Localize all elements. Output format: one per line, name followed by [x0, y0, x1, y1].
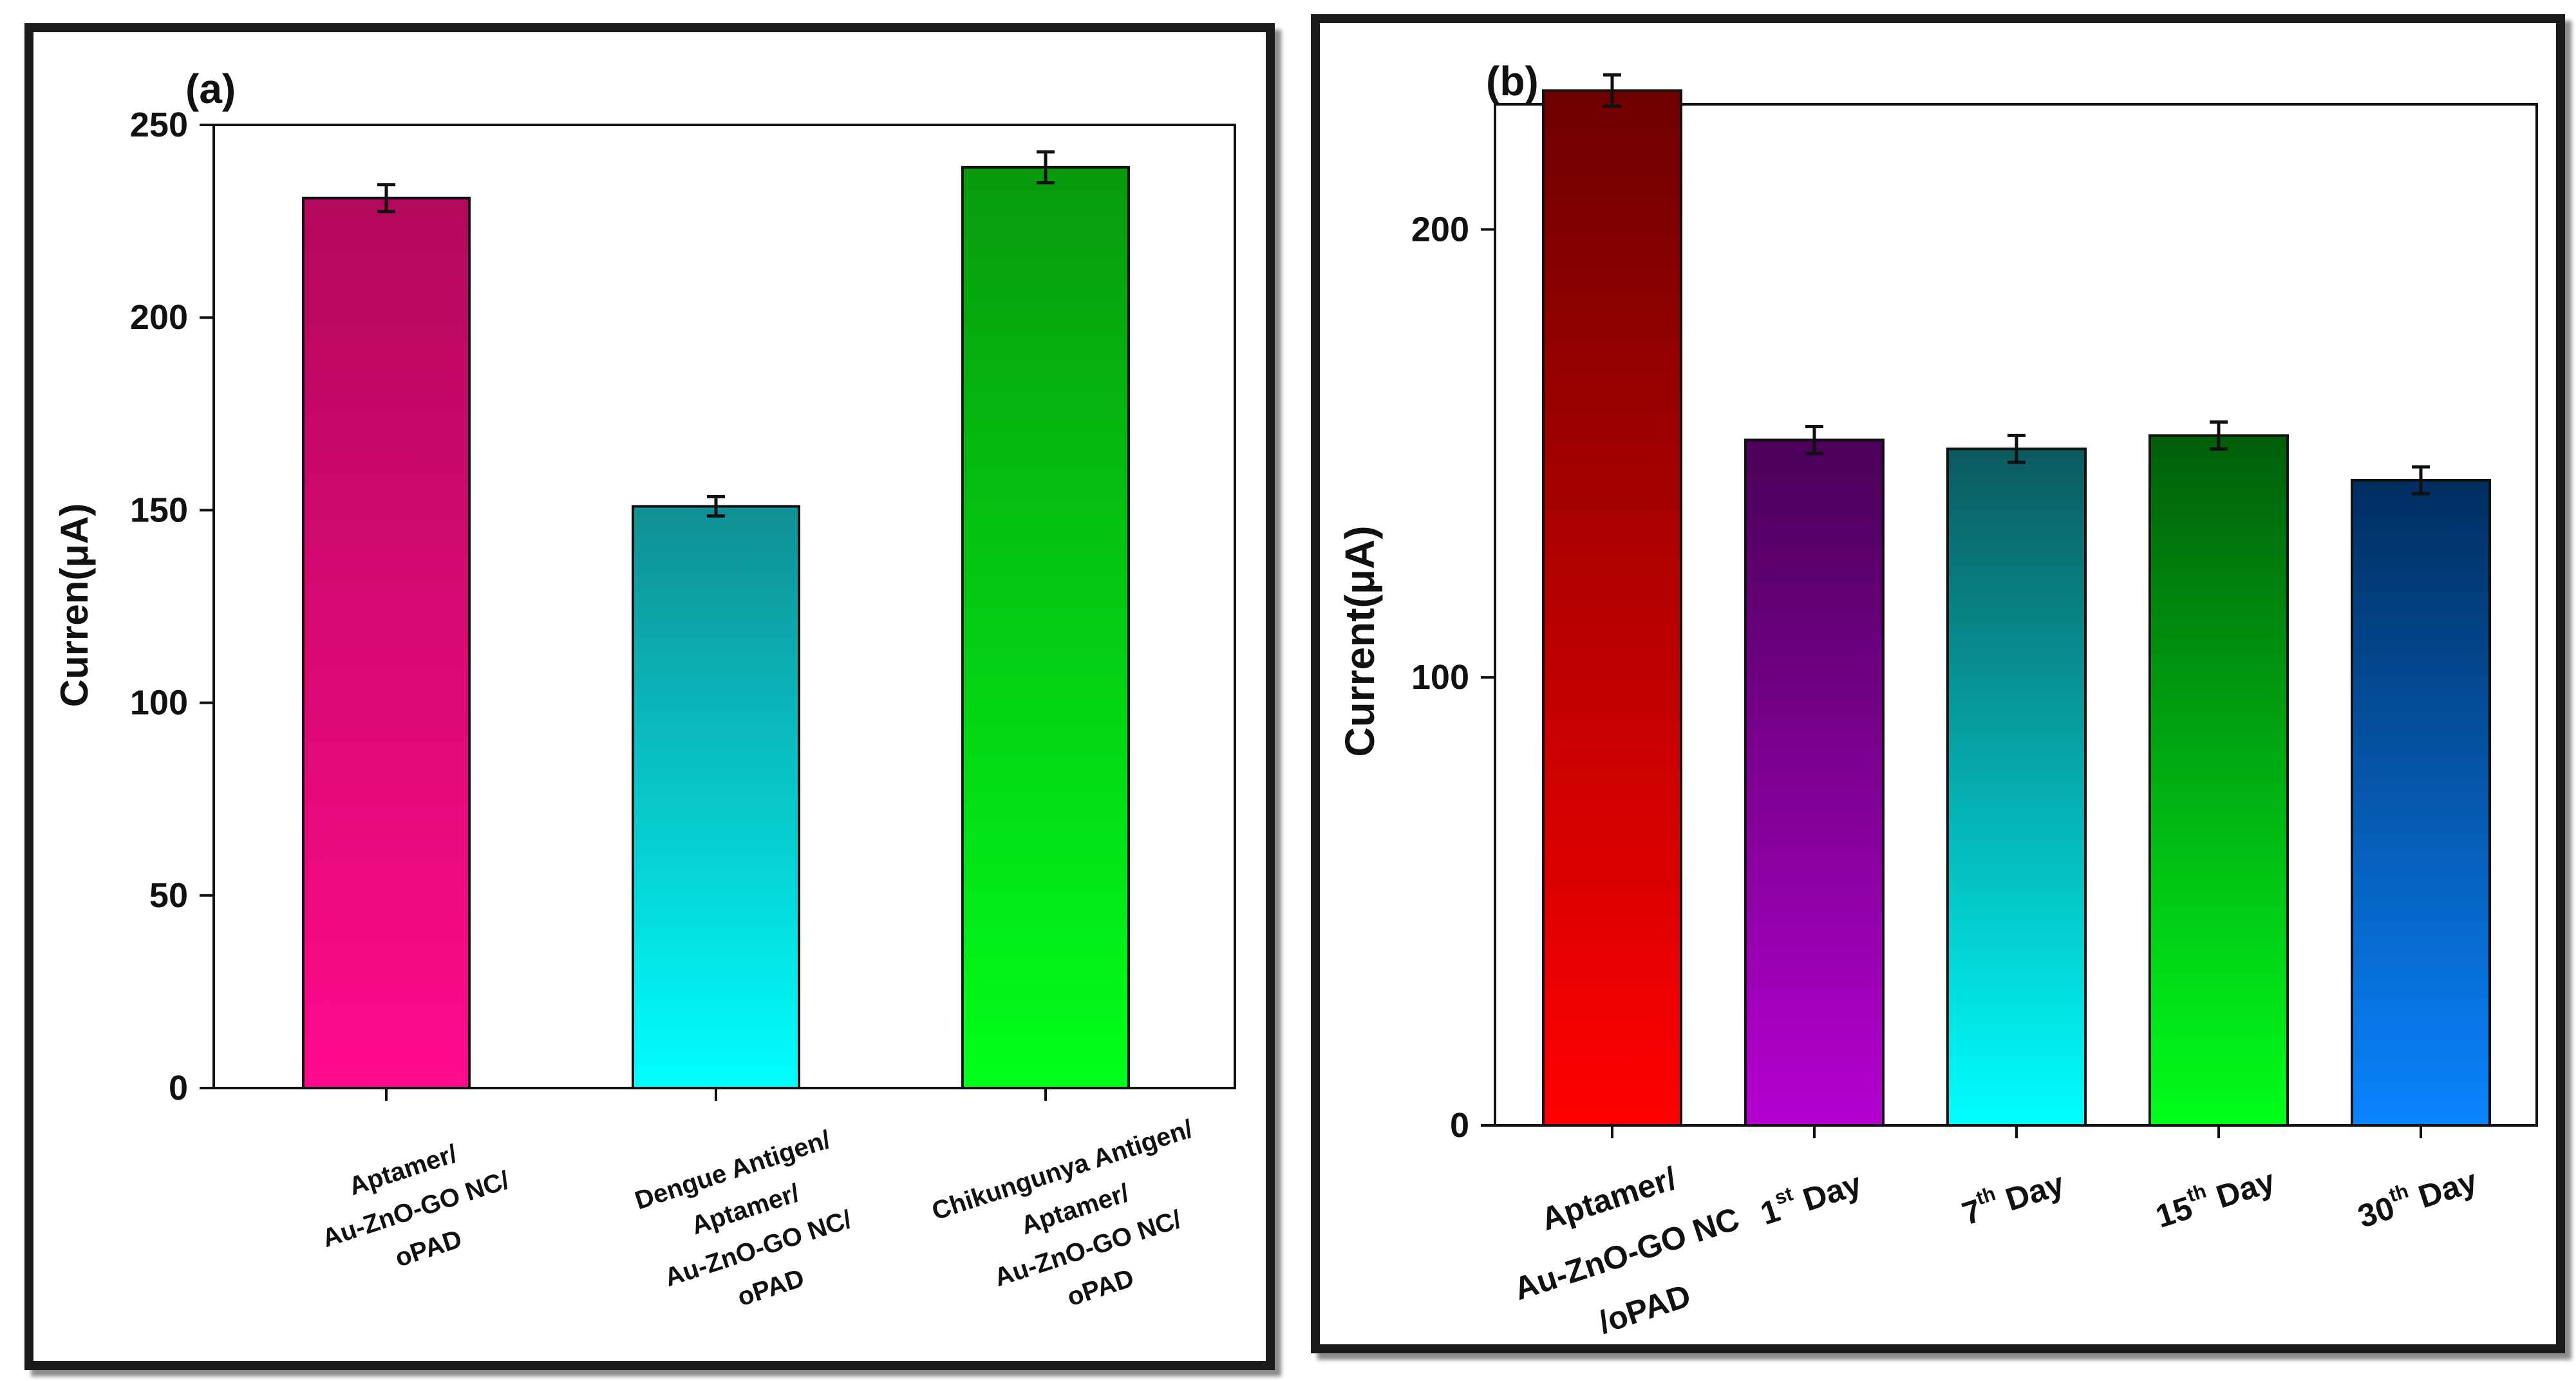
- chart-panel-b: (b) Current(μA) 0 100 200 Aptamer/Au-ZnO-GO N…: [1311, 14, 2565, 1353]
- x-tick-label: Aptamer/Au-ZnO-GO NC/oPAD: [319, 1140, 512, 1273]
- y-axis-label: Curren(μA): [53, 503, 96, 708]
- bar: [2351, 479, 2491, 1127]
- y-tick-label: 150: [130, 491, 188, 529]
- y-tick-label: 0: [169, 1069, 188, 1107]
- chart-b-svg: (b) Current(μA) 0 100 200 Aptamer/Au-ZnO-GO N…: [1337, 58, 2538, 1340]
- y-tick-label: 0: [1450, 1106, 1469, 1145]
- y-tick-label: 250: [130, 106, 188, 144]
- y-tick-label: 200: [130, 298, 188, 337]
- bar: [1542, 89, 1682, 1127]
- y-axis-label: Current(μA): [1337, 525, 1383, 756]
- x-tick-label-line: 7th Day: [1957, 1161, 2069, 1232]
- x-tick-label-line: oPAD: [391, 1225, 465, 1273]
- x-tick-label: 1st Day: [1754, 1161, 1866, 1232]
- x-tick-label: Chikungunya Antigen/Aptamer/Au-ZnO-GO NC…: [928, 1114, 1196, 1312]
- y-tick-label: 100: [130, 684, 188, 722]
- panel-label: (b): [1486, 58, 1539, 104]
- x-tick-label-line: oPAD: [1064, 1264, 1137, 1312]
- y-tick-label: 50: [149, 876, 188, 915]
- bar: [2148, 434, 2289, 1127]
- bar: [1946, 447, 2087, 1127]
- y-tick-label: 100: [1411, 658, 1469, 697]
- y-tick-label: 200: [1411, 210, 1469, 249]
- chart-panel-a: (a) Curren(μA) 0 50 100 150 200 250 Aptamer/Au-Z…: [24, 23, 1275, 1370]
- x-tick-label-line: 30th Day: [2352, 1158, 2481, 1235]
- x-tick-label-line: oPAD: [734, 1264, 807, 1312]
- x-tick-label-line: /oPAD: [1594, 1277, 1695, 1340]
- x-tick-label-line: 1st Day: [1754, 1161, 1866, 1232]
- x-tick-label: Aptamer/Au-ZnO-GO NC/oPAD: [1510, 1160, 1744, 1341]
- x-tick-label: 7th Day: [1957, 1161, 2069, 1232]
- bar: [302, 196, 471, 1089]
- bar: [961, 165, 1130, 1090]
- chart-a-svg: (a) Curren(μA) 0 50 100 150 200 250 Aptamer/Au-Z…: [53, 66, 1236, 1312]
- panel-label: (a): [185, 66, 236, 112]
- x-tick-label: Dengue Antigen/Aptamer/Au-ZnO-GO NC/oPAD: [632, 1125, 855, 1312]
- bar: [1744, 438, 1885, 1127]
- x-tick-label-line: 15th Day: [2150, 1158, 2279, 1235]
- bar: [632, 505, 800, 1089]
- x-tick-label: 15th Day: [2150, 1158, 2279, 1235]
- x-tick-label: 30th Day: [2352, 1158, 2481, 1235]
